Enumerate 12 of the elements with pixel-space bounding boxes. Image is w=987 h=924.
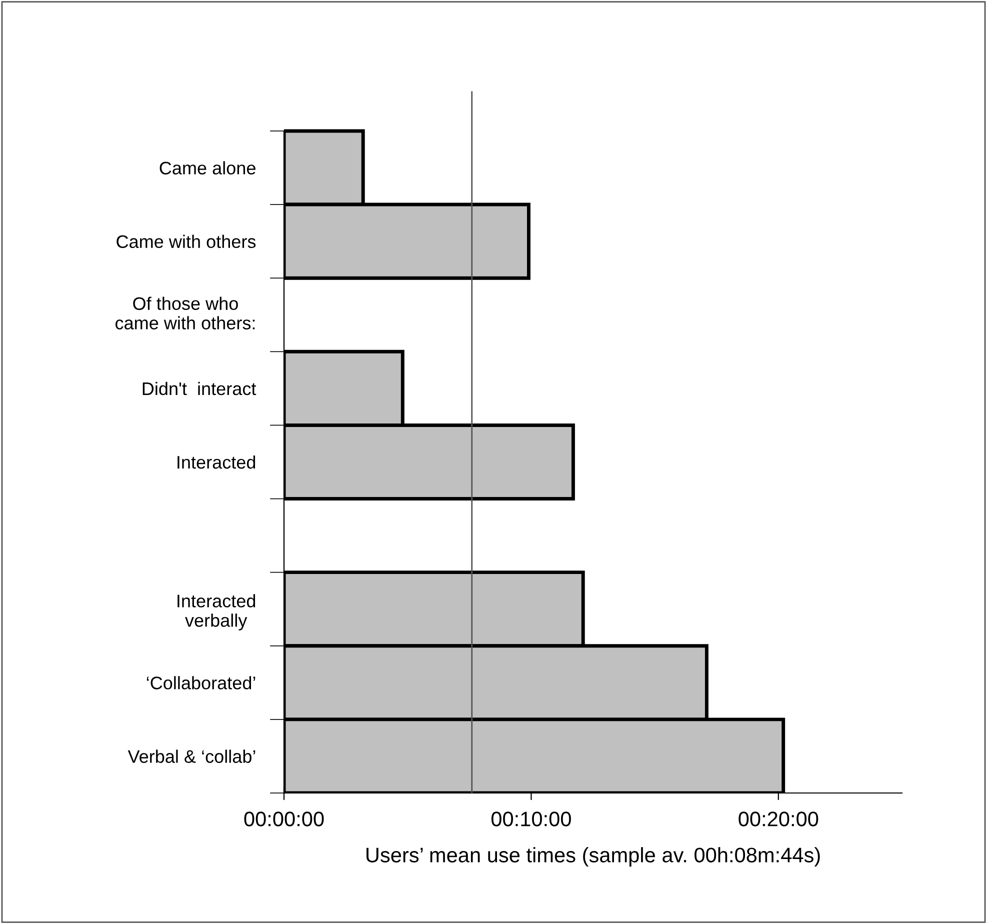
- x-axis-title: Users’ mean use times (sample av. 00h:08m:44s): [366, 847, 820, 867]
- y-tick-label: Came alone: [160, 161, 256, 174]
- y-tick-label: ‘Collaborated’: [146, 676, 256, 690]
- y-tick-label: Came with others: [116, 234, 256, 248]
- x-tick-label: 00:10:00: [491, 812, 571, 826]
- x-tick-label: 00:00:00: [244, 812, 324, 826]
- y-tick-label: Interacted verbally: [178, 594, 256, 630]
- y-tick-label: Didn't interact: [142, 382, 256, 396]
- x-tick-label: 00:20:00: [738, 812, 818, 826]
- y-tick-label: Verbal & ‘collab’: [128, 750, 256, 763]
- text: Of those who came with others:: [116, 296, 255, 330]
- y-tick-label: Interacted: [178, 455, 256, 469]
